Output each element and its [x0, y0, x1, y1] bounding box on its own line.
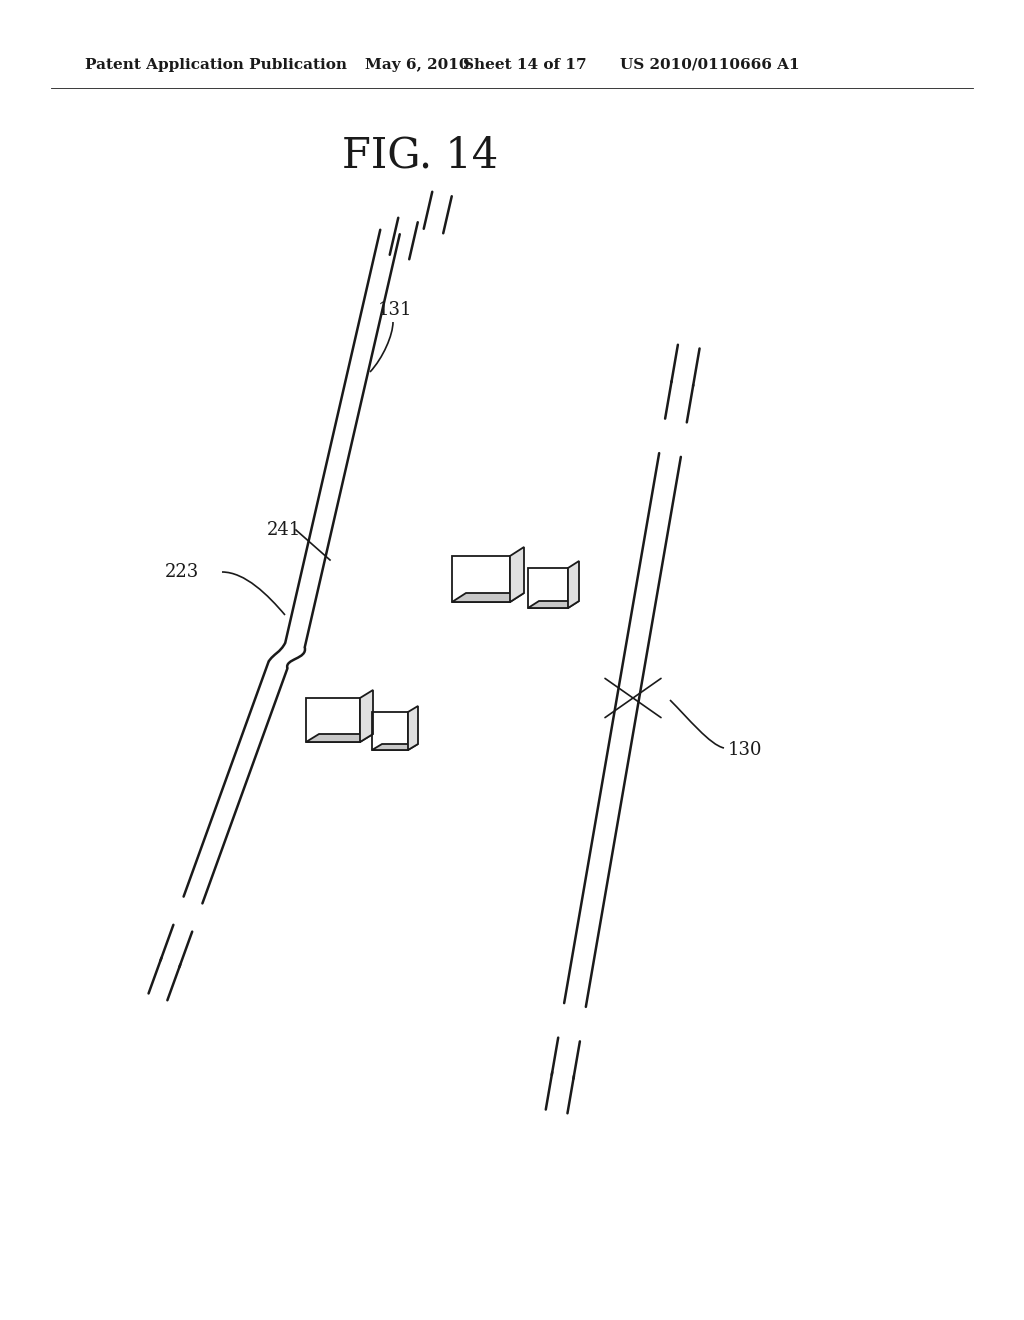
Text: Patent Application Publication: Patent Application Publication — [85, 58, 347, 73]
Text: 131: 131 — [378, 301, 413, 319]
Polygon shape — [568, 561, 579, 609]
Polygon shape — [360, 690, 373, 742]
Polygon shape — [306, 734, 373, 742]
Polygon shape — [510, 546, 524, 602]
Text: 130: 130 — [728, 741, 763, 759]
Text: Sheet 14 of 17: Sheet 14 of 17 — [463, 58, 587, 73]
Polygon shape — [528, 601, 579, 609]
Text: US 2010/0110666 A1: US 2010/0110666 A1 — [620, 58, 800, 73]
Text: May 6, 2010: May 6, 2010 — [365, 58, 469, 73]
Text: FIG. 14: FIG. 14 — [342, 135, 498, 176]
Text: 223: 223 — [165, 564, 200, 581]
Polygon shape — [452, 593, 524, 602]
Text: 241: 241 — [267, 521, 301, 539]
Polygon shape — [408, 706, 418, 750]
Polygon shape — [372, 744, 418, 750]
